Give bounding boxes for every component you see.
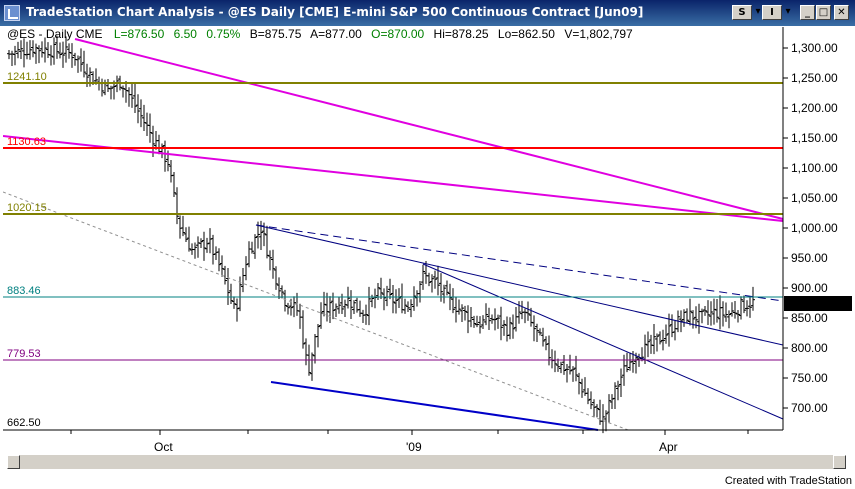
price-tick-label: 1,150.00 — [791, 131, 838, 145]
indicator-button[interactable]: I — [762, 5, 782, 20]
last-price-tag-text: 876.00 — [788, 297, 825, 311]
horizontal-scrollbar[interactable] — [20, 455, 833, 469]
header-volume: V=1,802,797 — [564, 27, 633, 41]
header-high: Hi=878.25 — [434, 27, 489, 41]
credit-text: Created with TradeStation — [724, 475, 852, 487]
level-label: 779.53 — [7, 348, 41, 360]
tradestation-app-icon — [4, 5, 20, 21]
symbol-dropdown-icon[interactable]: ▾ — [755, 6, 761, 17]
window-title: TradeStation Chart Analysis - @ES Daily … — [26, 5, 644, 19]
header-ask: A=877.00 — [310, 27, 362, 41]
minimize-icon[interactable]: _ — [800, 5, 815, 20]
price-tick-label: 1,300.00 — [791, 41, 838, 55]
price-tick-label: 850.00 — [791, 311, 828, 325]
time-axis-labels: Oct '09 Apr — [70, 430, 749, 454]
price-tick-label: 1,250.00 — [791, 71, 838, 85]
price-chart[interactable]: 1241.101130.631020.15883.46779.53662.50 … — [2, 27, 852, 473]
blue-trendline[interactable] — [255, 224, 784, 346]
level-label: 883.46 — [7, 285, 41, 297]
close-icon[interactable]: ✕ — [834, 5, 849, 20]
window-titlebar: TradeStation Chart Analysis - @ES Daily … — [0, 0, 855, 26]
scroll-right-icon[interactable] — [833, 455, 846, 469]
scroll-left-icon[interactable] — [7, 455, 20, 469]
status-bar: Created with TradeStation — [0, 474, 855, 489]
price-axis-ticks: 1,300.00 1,250.00 1,200.00 1,150.00 1,100.00… — [783, 41, 838, 415]
time-axis-label: '09 — [406, 440, 422, 454]
price-tick-label: 900.00 — [791, 281, 828, 295]
maximize-icon[interactable]: □ — [816, 5, 831, 20]
price-tick-label: 1,200.00 — [791, 101, 838, 115]
header-last: L=876.50 — [114, 27, 165, 41]
indicator-dropdown-icon[interactable]: ▾ — [785, 6, 791, 17]
horizontal-levels[interactable]: 1241.10 1130.63 1020.15 883.46 779.53 662.50 — [3, 71, 783, 429]
price-tick-label: 750.00 — [791, 371, 828, 385]
chart-header: @ES - Daily CME L=876.50 6.50 0.75% B=87… — [7, 27, 633, 41]
price-tick-label: 1,100.00 — [791, 161, 838, 175]
blue-dashed-trendline[interactable] — [255, 224, 784, 302]
blue-trendline[interactable] — [422, 263, 784, 420]
symbol-button[interactable]: S — [732, 5, 752, 20]
price-tick-label: 1,050.00 — [791, 191, 838, 205]
header-open: O=870.00 — [371, 27, 424, 41]
price-tick-label: 700.00 — [791, 401, 828, 415]
last-price-tag: 876.00 — [784, 296, 852, 311]
time-axis-label: Apr — [659, 440, 678, 454]
magenta-trendline[interactable] — [2, 135, 784, 222]
price-tick-label: 1,000.00 — [791, 221, 838, 235]
header-change: 6.50 — [174, 27, 198, 41]
header-symbol: @ES - Daily CME — [7, 27, 103, 41]
chart-area[interactable]: 1241.10 1130.63 1020.15 883.46 779.53 662.50 … — [2, 27, 852, 473]
time-axis-label: Oct — [154, 440, 173, 454]
level-label: 1130.63 — [7, 136, 46, 148]
price-tick-label: 950.00 — [791, 251, 828, 265]
level-label: 1020.15 — [7, 202, 47, 214]
price-tick-label: 800.00 — [791, 341, 828, 355]
trend-lines — [2, 38, 784, 431]
level-label: 1241.10 — [7, 71, 47, 83]
header-low: Lo=862.50 — [498, 27, 555, 41]
level-label: 662.50 — [7, 417, 41, 429]
price-bars — [7, 35, 755, 434]
header-change-pct: 0.75% — [206, 27, 240, 41]
header-bid: B=875.75 — [250, 27, 302, 41]
magenta-trendline[interactable] — [74, 38, 784, 220]
blue-support-line[interactable] — [270, 381, 599, 431]
